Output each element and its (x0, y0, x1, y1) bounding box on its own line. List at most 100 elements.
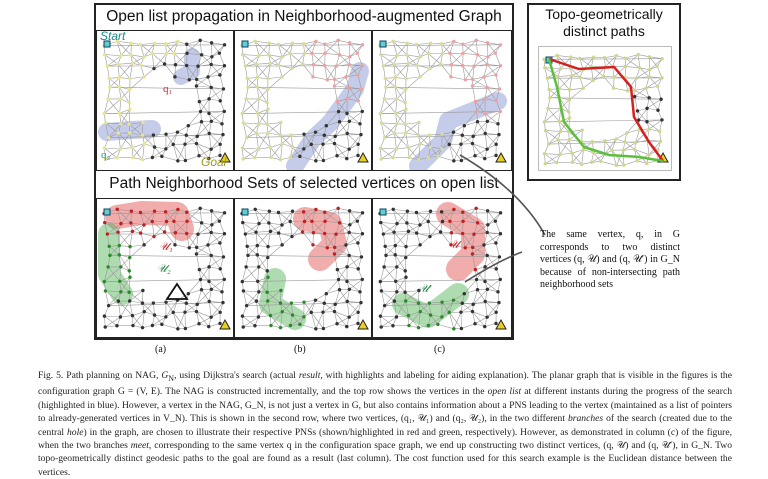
graph-vertex (198, 207, 201, 210)
graph-vertex (358, 122, 361, 125)
graph-vertex (645, 162, 648, 165)
graph-vertex (280, 243, 283, 246)
graph-vertex (379, 221, 382, 224)
graph-vertex (429, 42, 432, 45)
graph-vertex (633, 148, 636, 151)
graph-vertex (185, 64, 188, 67)
graph-edge (420, 237, 430, 245)
graph-vertex (244, 64, 247, 67)
graph-vertex (655, 65, 658, 68)
graph-vertex (392, 230, 395, 233)
graph-vertex (345, 97, 348, 100)
graph-vertex (245, 136, 248, 139)
graph-edge (269, 211, 270, 223)
graph-vertex (290, 235, 293, 238)
graph-edge (580, 57, 594, 58)
graph-edge (357, 221, 362, 234)
goal-marker-icon (358, 153, 368, 162)
graph-edge (243, 223, 259, 224)
graph-vertex (280, 223, 283, 226)
graph-edge (200, 208, 201, 223)
graph-vertex (246, 254, 249, 257)
graph-vertex (407, 324, 410, 327)
graph-vertex (141, 133, 144, 136)
graph-vertex (578, 76, 581, 79)
graph-edge (336, 55, 340, 66)
graph-vertex (344, 243, 347, 246)
graph-vertex (291, 313, 294, 316)
graph-vertex (207, 265, 210, 268)
graph-vertex (325, 124, 328, 127)
graph-vertex (196, 303, 199, 306)
graph-vertex (103, 280, 106, 283)
graph-vertex (200, 120, 203, 123)
graph-vertex (440, 42, 443, 45)
graph-edge (291, 134, 304, 135)
graph-vertex (207, 97, 210, 100)
graph-vertex (219, 99, 222, 102)
graph-edge (461, 144, 473, 145)
graph-vertex (418, 75, 421, 78)
graph-vertex (207, 112, 210, 115)
graph-edge (185, 144, 197, 145)
graph-vertex (254, 40, 257, 43)
graph-vertex (393, 131, 396, 134)
graph-edge (242, 148, 255, 158)
graph-vertex (427, 156, 430, 159)
graph-edge (185, 156, 199, 161)
graph-vertex (361, 278, 364, 281)
graph-vertex (356, 143, 359, 146)
graph-vertex (580, 128, 583, 131)
graph-edge (559, 108, 560, 121)
graph-vertex (361, 64, 364, 67)
graph-vertex (571, 161, 574, 164)
graph-vertex (448, 52, 451, 55)
graph-vertex (346, 300, 349, 303)
graph-vertex (196, 64, 199, 67)
graph-vertex (335, 322, 338, 325)
graph-vertex (428, 67, 431, 70)
graph-vertex (486, 55, 489, 58)
graph-vertex (417, 121, 420, 124)
graph-vertex (160, 323, 163, 326)
graph-edge (209, 323, 220, 326)
graph-vertex (206, 243, 209, 246)
graph-edge (337, 317, 349, 324)
graph-vertex (279, 121, 282, 124)
graph-vertex (289, 324, 292, 327)
graph-vertex (379, 280, 382, 283)
graph-edge (485, 323, 496, 326)
graph-vertex (183, 310, 186, 313)
graph-vertex (395, 222, 398, 225)
graph-vertex (380, 121, 383, 124)
graph-vertex (323, 52, 326, 55)
graph-vertex (163, 62, 166, 65)
graph-vertex (384, 254, 387, 257)
graph-vertex (139, 63, 142, 66)
graph-edge (417, 65, 430, 68)
graph-vertex (269, 146, 272, 149)
graph-edge (394, 63, 408, 64)
graph-vertex (499, 43, 502, 46)
graph-vertex (335, 154, 338, 157)
graph-vertex (394, 244, 397, 247)
graph-vertex (415, 63, 418, 66)
graph-vertex (660, 118, 663, 121)
graph-vertex (153, 145, 156, 148)
caption-italic: result (299, 370, 321, 381)
graph-edge (120, 316, 132, 317)
graph-vertex (439, 230, 442, 233)
graph-vertex (210, 223, 213, 226)
graph-vertex (244, 265, 247, 268)
graph-edge (243, 291, 258, 292)
graph-edge (209, 267, 220, 269)
graph-vertex (461, 302, 464, 305)
graph-vertex (336, 100, 339, 103)
graph-vertex (139, 43, 142, 46)
graph-vertex (547, 142, 550, 145)
graph-vertex (218, 241, 221, 244)
graph-vertex (118, 280, 121, 283)
graph-vertex (484, 132, 487, 135)
graph-vertex (404, 275, 407, 278)
graph-vertex (152, 301, 155, 304)
